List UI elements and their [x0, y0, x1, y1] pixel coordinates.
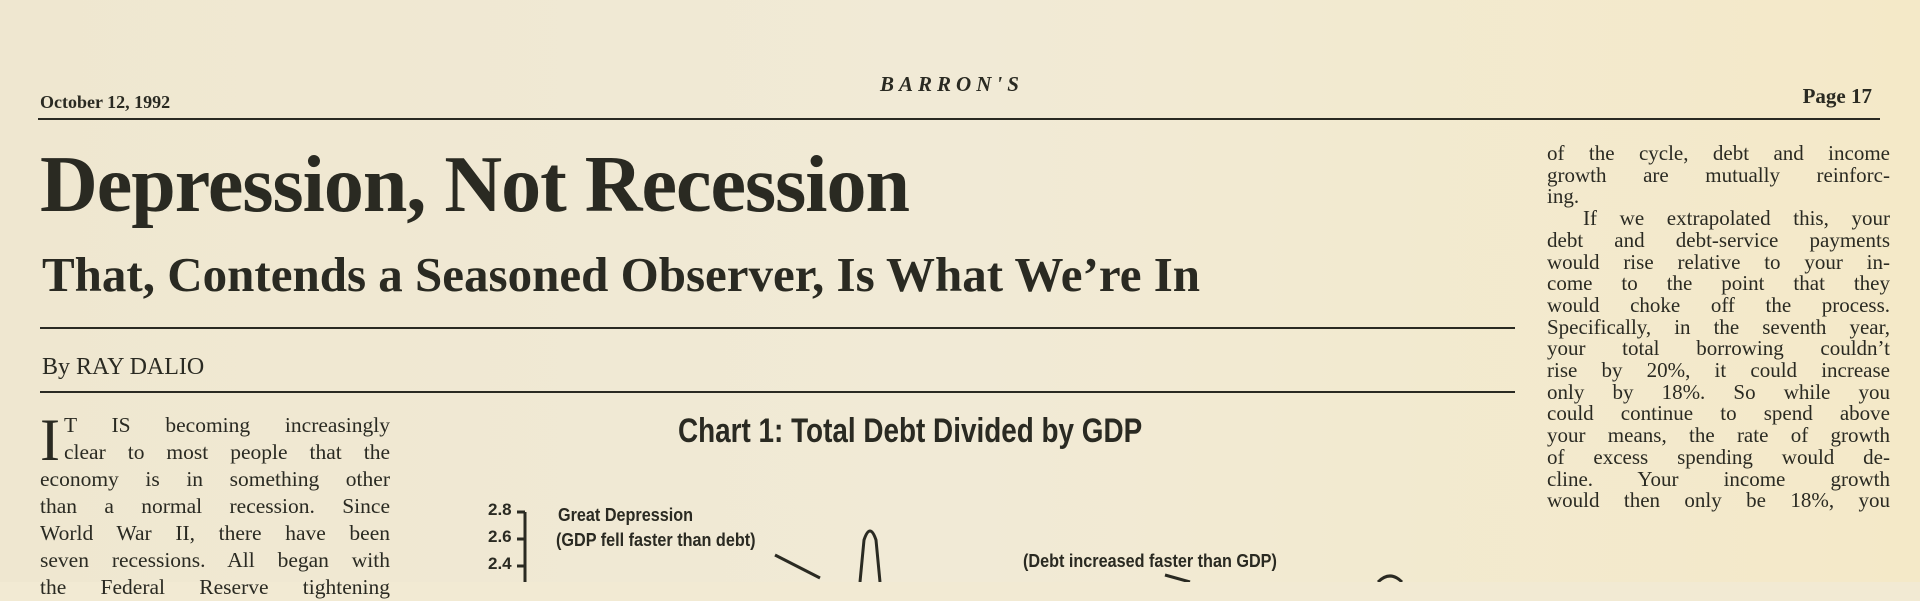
chart-annotation: Great Depression: [558, 505, 694, 525]
text-line: than a normal recession. Since: [40, 494, 390, 518]
text-line: ing.: [1547, 184, 1580, 209]
text-line: come to the point that they: [1547, 271, 1890, 296]
text-line: your total borrowing couldn’t: [1547, 336, 1890, 361]
chart-annotation: (Debt increased faster than GDP): [1023, 551, 1277, 571]
headline: Depression, Not Recession: [40, 141, 910, 229]
issue-date: October 12, 1992: [40, 92, 171, 112]
chart-annotation: (GDP fell faster than debt): [556, 530, 756, 550]
text-line: Specifically, in the seventh year,: [1547, 314, 1890, 339]
text-line: growth are mutually reinforc-: [1547, 162, 1890, 187]
text-line: cline. Your income growth: [1547, 466, 1890, 491]
page-number: Page 17: [1802, 84, 1872, 108]
annotation-arrow: [774, 553, 821, 580]
text-line: would choke off the process.: [1547, 292, 1890, 317]
text-line: seven recessions. All began with: [40, 548, 390, 572]
masthead: BARRON'S: [880, 72, 1024, 96]
text-line: clear to most people that the: [63, 440, 390, 464]
byline-rule: [40, 391, 1515, 393]
annotation-arrow: [1164, 573, 1191, 582]
y-tick-label: 2.4: [488, 554, 512, 573]
subheadline: That, Contends a Seasoned Observer, Is W…: [42, 247, 1201, 302]
byline: By RAY DALIO: [42, 354, 205, 380]
chart-title: Chart 1: Total Debt Divided by GDP: [678, 412, 1143, 450]
debt-gdp-line-peak: [858, 529, 882, 582]
text-line: economy is in something other: [40, 467, 390, 491]
text-line: your means, the rate of growth: [1547, 423, 1890, 448]
text-line: of the cycle, debt and income: [1547, 141, 1890, 165]
text-line: would then only be 18%, you: [1547, 488, 1890, 513]
text-line: T IS becoming increasingly: [63, 413, 390, 437]
text-line: debt and debt-service payments: [1547, 227, 1890, 252]
text-line: rise by 20%, it could increase: [1547, 358, 1890, 383]
text-line: would rise relative to your in-: [1547, 249, 1890, 274]
text-line: could continue to spend above: [1547, 401, 1890, 426]
debt-gdp-line-recent: [1376, 574, 1404, 582]
text-line: of excess spending would de-: [1547, 444, 1890, 469]
header-rule: [38, 118, 1880, 120]
text-line: only by 18%. So while you: [1547, 379, 1890, 404]
newspaper-page: [0, 0, 1920, 582]
text-line: World War II, there have been: [40, 521, 390, 545]
text-line: If we extrapolated this, your: [1583, 206, 1890, 231]
headline-rule: [40, 327, 1515, 329]
chart-plot: [517, 510, 1404, 582]
y-tick-label: 2.6: [488, 527, 512, 546]
dropcap: I: [40, 407, 60, 473]
y-tick-label: 2.8: [488, 500, 512, 519]
article-column-right: of the cycle, debt and income growth are…: [1547, 141, 1890, 513]
